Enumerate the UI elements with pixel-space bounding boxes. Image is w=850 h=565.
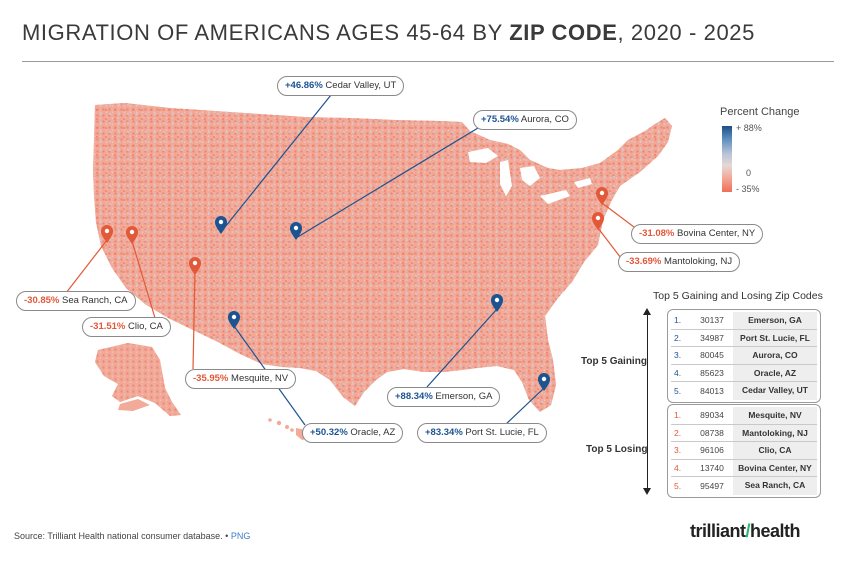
pin-icon <box>126 226 138 244</box>
city-name: Mantoloking, NJ <box>733 424 817 442</box>
city-name: Emerson, GA <box>733 312 817 329</box>
page-title: MIGRATION OF AMERICANS AGES 45-64 BY ZIP… <box>22 20 755 45</box>
zip-code: 80045 <box>700 350 724 361</box>
pin-icon <box>592 212 604 230</box>
leader-mesquite <box>192 271 196 370</box>
city-name: Cedar Valley, UT <box>733 382 817 400</box>
top-gaining-list: 1. 30137 Emerson, GA 2. 34987 Port St. Lucie,… <box>667 309 821 403</box>
rank-number: 3. <box>674 445 682 456</box>
rank-number: 2. <box>674 427 682 438</box>
legend-min-label: - 35% <box>736 184 760 194</box>
table-row: 3. 96106 Clio, CA <box>671 442 817 460</box>
callout-port-st-lucie: +83.34% Port St. Lucie, FL <box>417 423 547 443</box>
pin-icon <box>491 294 503 312</box>
city-name: Bovina Center, NY <box>733 459 817 477</box>
rank-number: 1. <box>674 315 682 326</box>
losing-group-label: Top 5 Losing <box>586 444 648 455</box>
ranking-axis-line <box>647 312 648 492</box>
gaining-group-label: Top 5 Gaining <box>581 356 647 367</box>
table-row: 5. 84013 Cedar Valley, UT <box>671 382 817 400</box>
table-row: 1. 89034 Mesquite, NV <box>671 407 817 425</box>
pin-icon <box>215 216 227 234</box>
table-row: 4. 13740 Bovina Center, NY <box>671 459 817 478</box>
leader-emerson <box>426 308 498 388</box>
zip-code: 13740 <box>700 463 724 474</box>
leader-clio <box>131 240 156 319</box>
map-pins <box>101 187 608 391</box>
city-name: Aurora, CO <box>733 347 817 364</box>
pin-icon <box>596 187 608 205</box>
source-note: Source: Trilliant Health national consum… <box>14 531 251 541</box>
callout-oracle: +50.32% Oracle, AZ <box>302 423 404 443</box>
zip-code: 30137 <box>700 315 724 326</box>
callout-mantoloking: -33.69% Mantoloking, NJ <box>618 252 741 272</box>
legend-title: Percent Change <box>720 106 800 118</box>
rank-number: 1. <box>674 410 682 421</box>
zip-code: 34987 <box>700 332 724 343</box>
callout-bovina-center: -31.08% Bovina Center, NY <box>631 224 764 244</box>
png-link[interactable]: PNG <box>230 531 251 541</box>
zip-code: 89034 <box>700 410 724 421</box>
table-row: 1. 30137 Emerson, GA <box>671 312 817 330</box>
rank-number: 2. <box>674 332 682 343</box>
table-row: 4. 85623 Oracle, AZ <box>671 364 817 383</box>
leader-sea-ranch <box>65 239 108 294</box>
rank-number: 3. <box>674 350 682 361</box>
pin-icon <box>228 311 240 329</box>
zip-code: 08738 <box>700 427 724 438</box>
trilliant-health-logo: trilliant/health <box>690 521 801 541</box>
ranking-table-title: Top 5 Gaining and Losing Zip Codes <box>653 290 823 302</box>
rank-number: 4. <box>674 368 682 379</box>
callout-emerson: +88.34% Emerson, GA <box>387 387 501 407</box>
callout-clio: -31.51% Clio, CA <box>82 317 171 337</box>
zip-code: 96106 <box>700 445 724 456</box>
pin-icon <box>101 225 113 243</box>
contiguous-us <box>93 103 672 412</box>
city-name: Port St. Lucie, FL <box>733 329 817 347</box>
rank-number: 4. <box>674 463 682 474</box>
city-name: Clio, CA <box>733 442 817 459</box>
legend-color-scale <box>722 126 732 192</box>
top-losing-list: 1. 89034 Mesquite, NV 2. 08738 Mantoloking, N… <box>667 404 821 498</box>
callout-cedar-valley: +46.86% Cedar Valley, UT <box>277 76 405 96</box>
arrow-up-icon <box>643 308 651 315</box>
table-row: 2. 08738 Mantoloking, NJ <box>671 424 817 443</box>
city-name: Oracle, AZ <box>733 364 817 382</box>
pin-icon <box>538 373 550 391</box>
callout-sea-ranch: -30.85% Sea Ranch, CA <box>16 291 136 311</box>
table-row: 3. 80045 Aurora, CO <box>671 347 817 365</box>
table-row: 2. 34987 Port St. Lucie, FL <box>671 329 817 348</box>
zip-code: 85623 <box>700 368 724 379</box>
zip-code: 95497 <box>700 481 724 492</box>
leader-aurora <box>295 127 479 239</box>
city-name: Sea Ranch, CA <box>733 477 817 495</box>
rank-number: 5. <box>674 386 682 397</box>
arrow-down-icon <box>643 488 651 495</box>
legend-mid-label: 0 <box>746 168 752 178</box>
callout-aurora: +75.54% Aurora, CO <box>473 110 577 130</box>
pin-icon <box>290 222 302 240</box>
leader-port-st-lucie <box>504 387 545 426</box>
table-row: 5. 95497 Sea Ranch, CA <box>671 477 817 495</box>
zip-code: 84013 <box>700 386 724 397</box>
pin-icon <box>189 257 201 275</box>
leader-cedar-valley <box>220 89 336 233</box>
callout-mesquite: -35.95% Mesquite, NV <box>185 369 297 389</box>
title-divider <box>22 61 834 62</box>
rank-number: 5. <box>674 481 682 492</box>
city-name: Mesquite, NV <box>733 407 817 424</box>
legend-max-label: + 88% <box>736 123 762 133</box>
leader-lines <box>65 89 643 426</box>
